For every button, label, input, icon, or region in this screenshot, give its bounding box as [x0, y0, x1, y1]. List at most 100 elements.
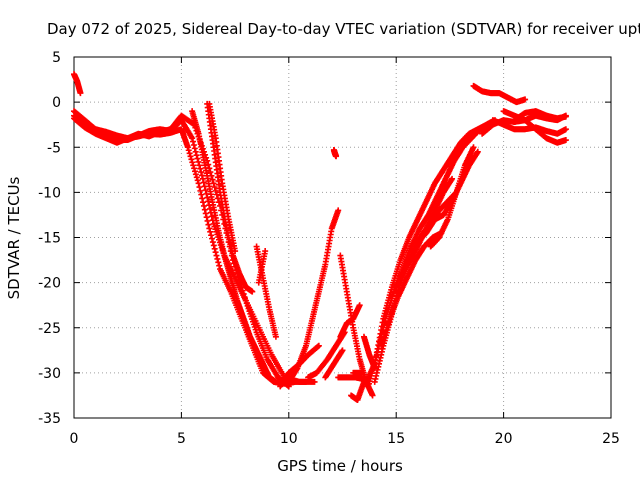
data-point — [232, 248, 239, 255]
data-point — [203, 214, 210, 221]
data-point — [202, 210, 209, 217]
y-tick-label: -20 — [38, 276, 61, 292]
x-axis-label: GPS time / hours — [277, 457, 403, 475]
data-point — [212, 187, 219, 194]
data-point — [190, 141, 197, 148]
data-point — [195, 180, 202, 187]
x-tick-label: 25 — [602, 431, 620, 447]
y-tick-label: -15 — [38, 231, 61, 247]
y-tick-label: -25 — [38, 321, 61, 337]
chart-title: Day 072 of 2025, Sidereal Day-to-day VTE… — [47, 20, 640, 38]
series-trace-01 — [71, 71, 84, 97]
data-point — [198, 169, 205, 176]
data-point — [184, 144, 191, 151]
data-point — [562, 126, 569, 133]
data-point — [207, 228, 214, 235]
series-trace-16 — [337, 302, 363, 340]
data-point — [562, 137, 569, 144]
data-point — [194, 155, 201, 162]
y-tick-label: -5 — [47, 140, 61, 156]
series-trace-06 — [204, 100, 256, 295]
data-point — [204, 217, 211, 224]
data-point — [239, 287, 246, 294]
data-point — [356, 302, 363, 309]
data-point — [211, 245, 218, 252]
data-point — [198, 191, 205, 198]
data-point — [192, 148, 199, 155]
series-trace-05 — [189, 108, 279, 385]
y-tick-label: -30 — [38, 366, 61, 382]
data-point — [196, 162, 203, 169]
series-trace-27 — [427, 144, 477, 250]
data-point — [449, 175, 456, 182]
data-point — [206, 225, 213, 232]
data-point — [194, 177, 201, 184]
data-point — [240, 290, 247, 297]
x-tick-label: 20 — [495, 431, 513, 447]
series-trace-24 — [378, 229, 445, 349]
data-point — [522, 96, 529, 103]
data-point — [474, 148, 481, 155]
data-point — [190, 138, 197, 145]
data-point — [189, 159, 196, 166]
data-point — [210, 242, 217, 249]
data-point — [188, 156, 195, 163]
data-point — [198, 172, 205, 179]
data-point — [195, 158, 202, 165]
series-trace-07 — [206, 100, 239, 255]
y-tick-label: -10 — [38, 185, 61, 201]
y-tick-label: 0 — [52, 95, 61, 111]
data-point — [358, 369, 365, 376]
data-point — [311, 378, 318, 385]
data-point — [216, 262, 223, 269]
data-point — [214, 255, 221, 262]
data-point — [315, 342, 322, 349]
data-point — [249, 288, 256, 295]
y-axis: 5 0 -5 -10 -15 -20 -25 -30 -35 — [38, 50, 611, 427]
data-point — [193, 174, 200, 181]
data-point — [209, 235, 216, 242]
series-trace-13 — [322, 347, 346, 381]
data-point — [272, 333, 279, 340]
data-point — [241, 294, 248, 301]
series-trace-22 — [365, 121, 492, 390]
y-axis-label: SDTVAR / TECUs — [5, 176, 23, 299]
data-point — [207, 169, 214, 176]
x-tick-label: 15 — [387, 431, 405, 447]
data-point — [339, 347, 346, 354]
data-point — [189, 135, 196, 142]
data-point — [191, 145, 198, 152]
data-point — [209, 239, 216, 246]
data-point — [197, 165, 204, 172]
data-point — [202, 187, 209, 194]
data-point — [192, 171, 199, 178]
data-point — [212, 249, 219, 256]
x-axis: 0 5 10 15 20 25 — [70, 57, 620, 447]
series-trace-11 — [285, 207, 342, 385]
data-point — [190, 162, 197, 169]
x-tick-label: 5 — [177, 431, 186, 447]
data-point — [196, 184, 203, 191]
series-trace-32 — [511, 108, 569, 124]
y-tick-label: -35 — [38, 411, 61, 427]
x-tick-label: 10 — [280, 431, 298, 447]
series-trace-04 — [71, 112, 318, 385]
data-point — [77, 90, 84, 97]
data-point — [369, 392, 376, 399]
data-point — [185, 147, 192, 154]
data-points — [71, 71, 569, 403]
series-trace-28 — [470, 82, 529, 106]
data-point — [562, 113, 569, 120]
data-point — [197, 187, 204, 194]
data-point — [201, 206, 208, 213]
series-trace-08 — [253, 243, 279, 340]
data-point — [470, 144, 477, 151]
series-trace-14 — [330, 146, 340, 160]
series-trace-12 — [305, 329, 348, 381]
data-point — [187, 153, 194, 160]
data-point — [200, 199, 207, 206]
data-point — [211, 184, 218, 191]
data-point — [192, 168, 199, 175]
data-point — [208, 232, 215, 239]
